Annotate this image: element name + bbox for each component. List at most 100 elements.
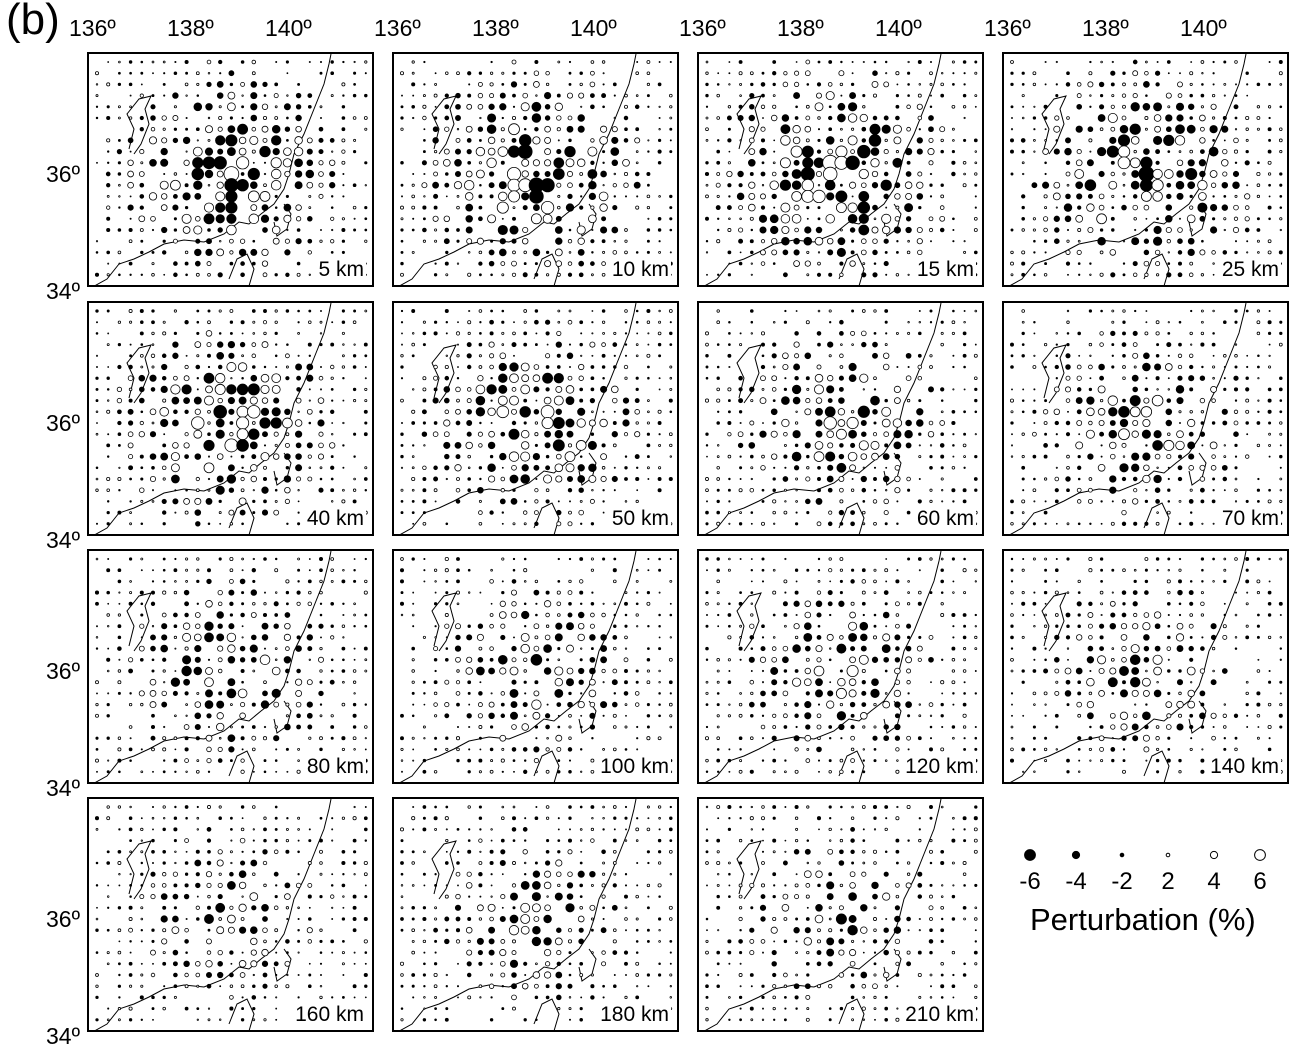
positive-perturbation-circle	[140, 557, 144, 561]
negative-perturbation-circle	[1189, 580, 1193, 583]
positive-perturbation-circle	[555, 734, 563, 742]
negative-perturbation-circle	[793, 237, 800, 245]
negative-perturbation-circle	[182, 192, 191, 201]
negative-perturbation-circle	[434, 72, 437, 75]
positive-perturbation-circle	[306, 181, 314, 189]
negative-perturbation-circle	[468, 83, 471, 86]
negative-perturbation-circle	[364, 488, 368, 492]
negative-perturbation-circle	[162, 568, 166, 572]
positive-perturbation-circle	[184, 838, 189, 843]
negative-perturbation-circle	[196, 805, 199, 809]
positive-perturbation-circle	[193, 429, 203, 439]
positive-perturbation-circle	[728, 217, 731, 221]
negative-perturbation-circle	[928, 126, 934, 133]
negative-perturbation-circle	[881, 644, 891, 653]
negative-perturbation-circle	[716, 488, 720, 492]
positive-perturbation-circle	[771, 375, 778, 382]
positive-perturbation-circle	[148, 136, 158, 145]
negative-perturbation-circle	[557, 759, 561, 763]
positive-perturbation-circle	[1032, 431, 1037, 437]
positive-perturbation-circle	[106, 613, 110, 617]
positive-perturbation-circle	[227, 102, 236, 112]
positive-perturbation-circle	[1144, 331, 1149, 336]
positive-perturbation-circle	[274, 105, 278, 109]
negative-perturbation-circle	[286, 343, 289, 346]
positive-perturbation-circle	[851, 72, 854, 75]
positive-perturbation-circle	[1110, 104, 1115, 109]
positive-perturbation-circle	[658, 320, 662, 324]
negative-perturbation-circle	[318, 487, 324, 493]
negative-perturbation-circle	[705, 703, 709, 706]
positive-perturbation-circle	[794, 353, 800, 359]
negative-perturbation-circle	[1099, 557, 1104, 561]
negative-perturbation-circle	[478, 342, 483, 347]
positive-perturbation-circle	[1234, 343, 1238, 346]
negative-perturbation-circle	[623, 115, 629, 121]
negative-perturbation-circle	[1117, 134, 1131, 147]
negative-perturbation-circle	[261, 486, 269, 494]
positive-perturbation-circle	[1033, 500, 1036, 503]
positive-perturbation-circle	[1142, 734, 1150, 742]
positive-perturbation-circle	[1165, 92, 1172, 99]
negative-perturbation-circle	[250, 374, 258, 382]
negative-perturbation-circle	[252, 839, 255, 842]
negative-perturbation-circle	[907, 94, 910, 97]
peninsula-outline	[228, 502, 255, 534]
positive-perturbation-circle	[411, 409, 416, 414]
positive-perturbation-circle	[318, 431, 324, 437]
positive-perturbation-circle	[466, 387, 472, 392]
negative-perturbation-circle	[1099, 646, 1105, 652]
positive-perturbation-circle	[826, 237, 834, 245]
positive-perturbation-circle	[161, 612, 167, 618]
negative-perturbation-circle	[128, 827, 133, 832]
positive-perturbation-circle	[939, 205, 945, 210]
positive-perturbation-circle	[951, 658, 956, 662]
positive-perturbation-circle	[478, 770, 482, 774]
positive-perturbation-circle	[805, 138, 810, 143]
negative-perturbation-circle	[801, 145, 814, 158]
positive-perturbation-circle	[647, 139, 650, 142]
negative-perturbation-circle	[297, 321, 300, 324]
positive-perturbation-circle	[1222, 634, 1228, 640]
negative-perturbation-circle	[1054, 227, 1060, 233]
positive-perturbation-circle	[330, 239, 335, 244]
negative-perturbation-circle	[1110, 330, 1116, 337]
positive-perturbation-circle	[230, 377, 233, 380]
negative-perturbation-circle	[1075, 667, 1083, 675]
positive-perturbation-circle	[239, 712, 246, 720]
negative-perturbation-circle	[805, 724, 811, 730]
positive-perturbation-circle	[1143, 464, 1150, 472]
positive-perturbation-circle	[951, 331, 955, 335]
negative-perturbation-circle	[363, 342, 368, 347]
negative-perturbation-circle	[1234, 365, 1238, 369]
positive-perturbation-circle	[1153, 114, 1162, 122]
positive-perturbation-circle	[1167, 321, 1170, 324]
positive-perturbation-circle	[1210, 712, 1217, 719]
positive-perturbation-circle	[727, 511, 731, 515]
negative-perturbation-circle	[624, 613, 628, 617]
positive-perturbation-circle	[510, 611, 518, 619]
negative-perturbation-circle	[501, 466, 504, 469]
positive-perturbation-circle	[411, 388, 415, 391]
positive-perturbation-circle	[128, 657, 134, 663]
positive-perturbation-circle	[95, 636, 99, 639]
positive-perturbation-circle	[217, 668, 223, 674]
positive-perturbation-circle	[319, 590, 323, 595]
positive-perturbation-circle	[1121, 509, 1127, 516]
negative-perturbation-circle	[883, 656, 890, 663]
negative-perturbation-circle	[545, 590, 550, 595]
negative-perturbation-circle	[274, 838, 278, 843]
negative-perturbation-circle	[206, 838, 212, 843]
positive-perturbation-circle	[792, 125, 801, 134]
negative-perturbation-circle	[1268, 82, 1272, 86]
positive-perturbation-circle	[1234, 477, 1238, 481]
negative-perturbation-circle	[241, 116, 244, 120]
positive-perturbation-circle	[320, 229, 322, 231]
negative-perturbation-circle	[297, 522, 301, 526]
positive-perturbation-circle	[161, 137, 168, 144]
positive-perturbation-circle	[716, 116, 720, 120]
positive-perturbation-circle	[475, 384, 486, 395]
positive-perturbation-circle	[1156, 273, 1160, 277]
negative-perturbation-circle	[793, 363, 801, 371]
positive-perturbation-circle	[1055, 60, 1058, 64]
